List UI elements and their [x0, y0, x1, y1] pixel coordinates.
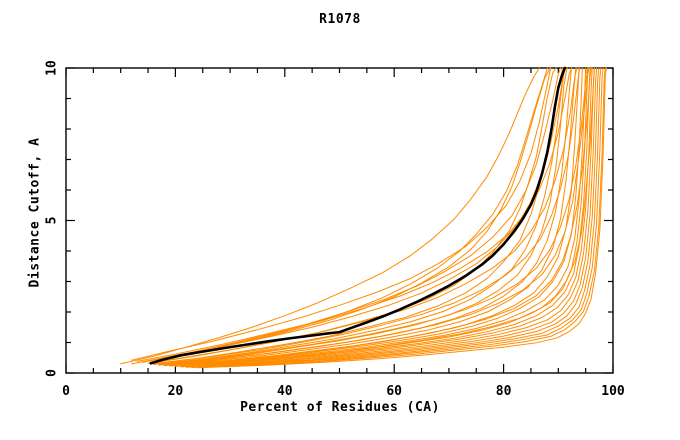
curve-prediction-14	[174, 67, 591, 367]
x-tick-label: 0	[62, 384, 70, 399]
x-tick-label: 60	[386, 384, 402, 399]
y-tick-label: 5	[45, 217, 60, 225]
curve-prediction-22	[191, 67, 602, 368]
curve-prediction-27	[131, 67, 552, 361]
x-tick-label: 40	[277, 384, 293, 399]
x-axis-label: Percent of Residues (CA)	[240, 400, 440, 415]
chart-title: R1078	[319, 12, 361, 27]
curve-prediction-07	[158, 67, 568, 365]
curve-prediction-29	[174, 67, 592, 366]
curve-prediction-19	[185, 67, 598, 368]
curve-prediction-26	[163, 67, 589, 365]
curve-prediction-32	[180, 67, 595, 367]
curve-prediction-23	[191, 67, 604, 369]
y-axis-label: Distance Cutoff, A	[27, 137, 43, 288]
curve-prediction-06	[153, 67, 566, 365]
curve-prediction-16	[147, 67, 572, 362]
curve-prediction-18	[180, 67, 595, 368]
y-tick-label: 10	[45, 60, 60, 76]
curve-layer	[120, 66, 607, 369]
curve-prediction-01	[120, 67, 540, 365]
curve-prediction-25	[196, 67, 606, 369]
x-tick-label: 80	[496, 384, 512, 399]
curve-prediction-30	[169, 67, 590, 365]
curve-prediction-31	[142, 67, 566, 363]
tick-label-layer: 0 20 40 60 80 100 0 5 10	[45, 60, 625, 399]
curve-prediction-09	[163, 67, 577, 366]
curve-prediction-15	[180, 67, 593, 368]
curve-prediction-28	[196, 67, 607, 369]
curve-reference-model	[149, 66, 567, 365]
curve-prediction-17	[136, 67, 561, 362]
curve-prediction-24	[158, 67, 581, 364]
x-tick-label: 100	[601, 384, 625, 399]
y-tick-label: 0	[45, 369, 60, 377]
curve-prediction-20	[185, 67, 600, 368]
curve-prediction-11	[169, 67, 583, 367]
curve-prediction-02	[131, 67, 548, 365]
x-tick-label: 20	[168, 384, 184, 399]
